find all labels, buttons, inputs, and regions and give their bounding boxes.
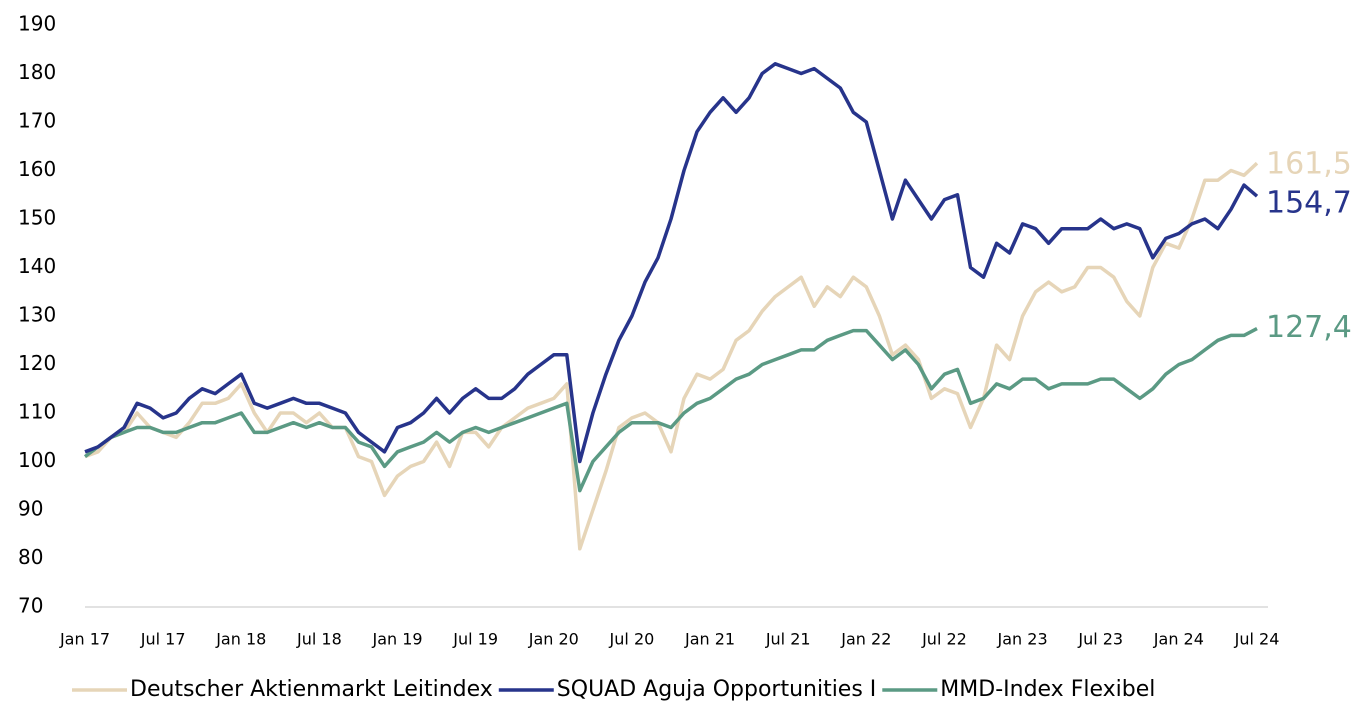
x-tick-label: Jul 17: [140, 630, 186, 649]
series-line: [83, 327, 1258, 493]
x-tick-label: Jul 18: [296, 630, 342, 649]
x-tick-label: Jul 19: [452, 630, 498, 649]
x-tick-label: Jan 17: [59, 630, 110, 649]
y-tick-label: 90: [18, 497, 43, 521]
end-label: 154,7: [1266, 186, 1352, 221]
y-tick-label: 140: [18, 254, 56, 278]
y-tick-label: 80: [18, 545, 43, 569]
legend-label: Deutscher Aktienmarkt Leitindex: [130, 677, 493, 702]
end-label: 161,5: [1266, 147, 1352, 182]
x-tick-label: Jan 20: [528, 630, 579, 649]
x-tick-label: Jul 22: [921, 630, 967, 649]
series-line: [84, 62, 1259, 464]
y-tick-label: 120: [18, 351, 56, 375]
y-tick-label: 70: [18, 594, 43, 618]
x-tick-label: Jan 21: [684, 630, 735, 649]
x-tick-label: Jul 21: [765, 630, 811, 649]
x-tick-label: Jan 24: [1153, 630, 1204, 649]
y-tick-label: 160: [18, 157, 56, 181]
x-tick-label: Jan 22: [840, 630, 891, 649]
y-tick-label: 190: [18, 12, 56, 36]
y-tick-label: 110: [18, 400, 56, 424]
x-tick-label: Jan 19: [371, 630, 422, 649]
x-tick-label: Jan 23: [997, 630, 1048, 649]
end-label: 127,4: [1266, 310, 1352, 345]
x-tick-label: Jul 20: [609, 630, 655, 649]
x-tick-label: Jul 24: [1234, 630, 1280, 649]
y-tick-label: 170: [18, 109, 56, 133]
legend-label: MMD-Index Flexibel: [940, 677, 1155, 702]
y-tick-label: 100: [18, 448, 56, 472]
x-tick-label: Jan 18: [215, 630, 266, 649]
series-line: [84, 161, 1259, 551]
y-tick-label: 150: [18, 206, 56, 230]
y-tick-label: 130: [18, 303, 56, 327]
y-tick-label: 180: [18, 60, 56, 84]
legend-label: SQUAD Aguja Opportunities I: [557, 677, 877, 702]
x-tick-label: Jul 23: [1077, 630, 1123, 649]
